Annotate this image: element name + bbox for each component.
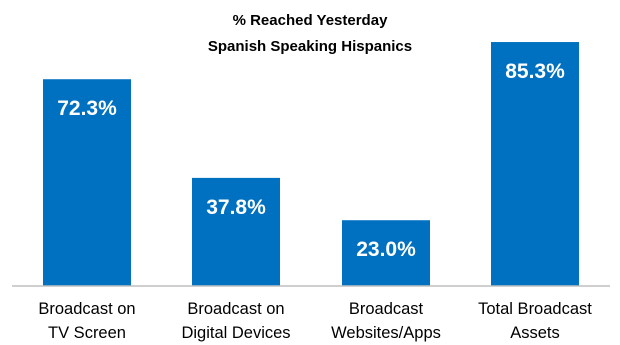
bar-value-label-4: 85.3% [505, 60, 565, 83]
bar-value-label-1: 72.3% [57, 97, 117, 120]
chart-title-line-2: Spanish Speaking Hispanics [208, 38, 412, 55]
category-label-3-line-2: Websites/Apps [331, 324, 441, 342]
bars-layer: 72.3% 37.8% 23.0% 85.3% [43, 42, 579, 287]
bar-3 [342, 220, 430, 286]
category-label-2-line-2: Digital Devices [181, 324, 290, 342]
category-label-4-line-1: Total Broadcast [478, 300, 592, 318]
chart-title-line-1: % Reached Yesterday [233, 12, 388, 29]
category-label-2-line-1: Broadcast on [187, 300, 284, 318]
category-labels-layer: Broadcast on TV Screen Broadcast on Digital… [38, 300, 592, 342]
bar-2 [192, 177, 280, 286]
bar-value-label-3: 23.0% [356, 238, 416, 261]
category-label-4-line-2: Assets [510, 324, 560, 342]
category-label-1-line-2: TV Screen [48, 324, 126, 342]
bar-1 [43, 79, 131, 286]
category-label-1-line-1: Broadcast on [38, 300, 135, 318]
category-label-3-line-1: Broadcast [349, 300, 424, 318]
bar-value-label-2: 37.8% [206, 196, 266, 219]
bar-4 [491, 42, 579, 287]
